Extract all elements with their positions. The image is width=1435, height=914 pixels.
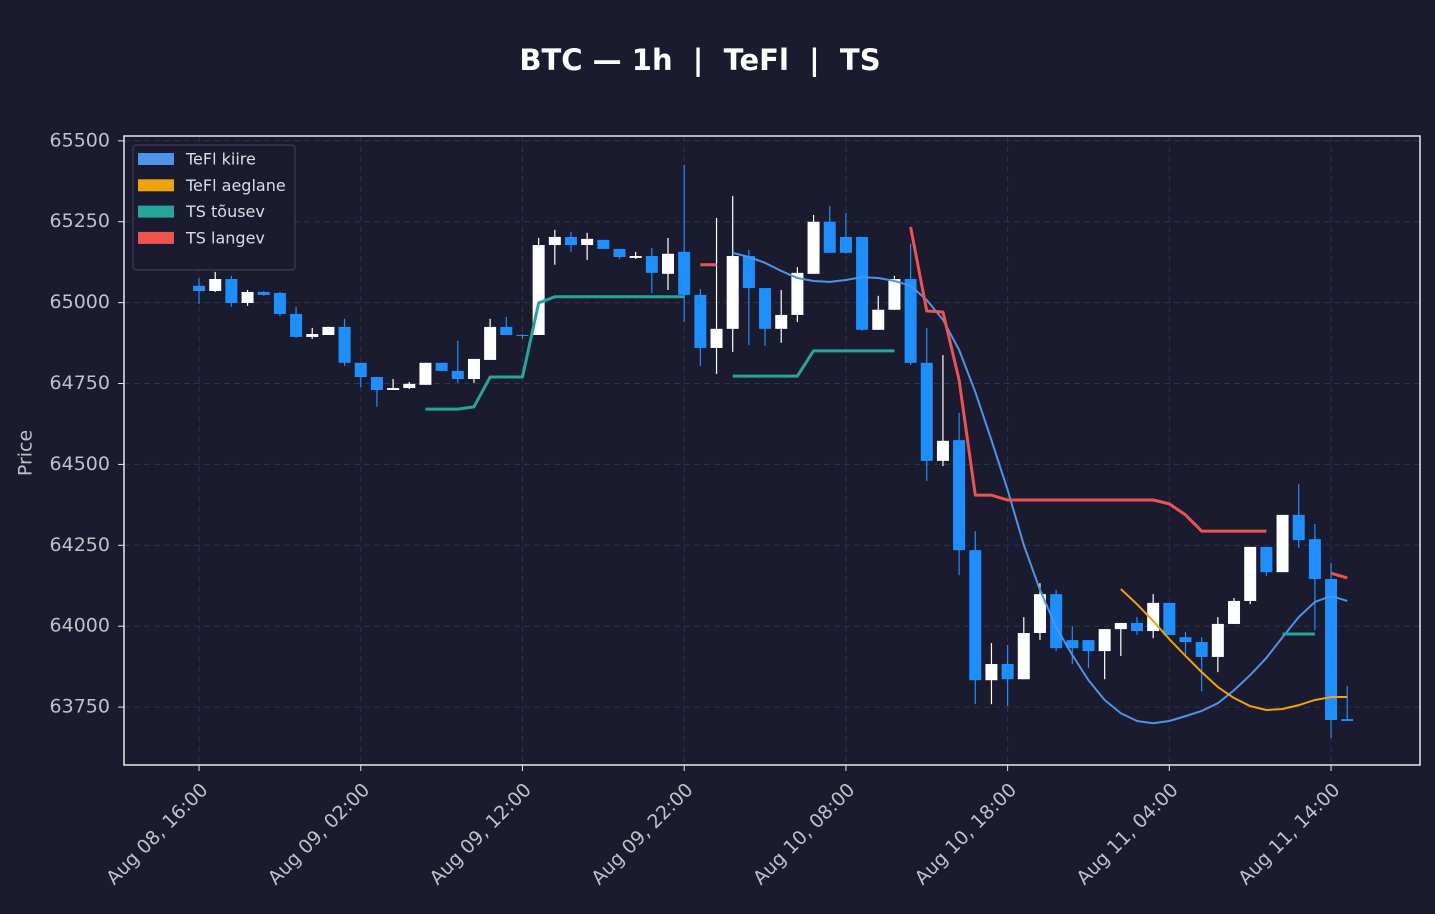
candle-body	[419, 362, 432, 385]
candle-body	[451, 370, 464, 379]
candle-body	[678, 251, 691, 295]
legend: TeFl kiire TeFl aeglane TS tõusev TS langev	[132, 144, 296, 271]
y-tick-label: 64250	[50, 534, 110, 556]
candle-body	[1341, 719, 1354, 721]
candle-body	[322, 326, 335, 335]
overlay-line	[700, 226, 1348, 580]
candle-body	[839, 236, 852, 253]
candle-body	[662, 253, 675, 274]
candle-body	[564, 236, 577, 246]
y-tick-label: 64500	[50, 453, 110, 475]
overlay-line	[1120, 588, 1348, 711]
candle-body	[759, 288, 772, 329]
candle-body	[354, 362, 367, 378]
legend-label: TS langev	[185, 228, 265, 247]
candle-body	[953, 440, 966, 551]
y-tick-label: 65250	[50, 210, 110, 232]
candle-body	[726, 256, 739, 329]
overlay-line	[425, 295, 1315, 636]
candle-body	[969, 550, 982, 681]
legend-label: TeFl aeglane	[185, 176, 286, 195]
candle-body	[500, 326, 513, 335]
candle-body	[1325, 578, 1338, 721]
legend-swatch	[138, 205, 174, 218]
candle-body	[1195, 642, 1208, 657]
legend-swatch	[138, 231, 174, 244]
y-axis-label: Price	[15, 430, 37, 476]
candle-body	[1211, 623, 1224, 657]
candle-body	[613, 248, 626, 258]
candle-body	[273, 292, 286, 314]
legend-swatch	[138, 179, 174, 192]
candle-body	[888, 279, 901, 310]
candle-body	[1082, 640, 1095, 652]
y-tick-label: 63750	[50, 696, 110, 718]
candle-body	[1114, 622, 1127, 630]
candle-body	[1163, 602, 1176, 635]
candle-body	[710, 328, 723, 348]
candle-body	[597, 239, 610, 249]
candle-body	[306, 334, 319, 337]
legend-swatch	[138, 153, 174, 165]
candle-body	[985, 664, 998, 681]
candle-body	[435, 362, 448, 371]
candle-body	[1130, 622, 1143, 632]
chart-title: BTC — 1h | TeFl | TS	[519, 43, 880, 77]
candle-body	[1017, 632, 1030, 680]
candle-body	[370, 377, 383, 390]
candle-body	[936, 440, 949, 461]
candle-body	[467, 358, 480, 379]
candle-body	[548, 236, 561, 246]
candle-body	[403, 383, 416, 389]
candle-body	[1292, 514, 1305, 541]
candle-body	[856, 236, 869, 330]
candle-body	[1098, 629, 1111, 652]
candle-body	[1066, 640, 1079, 649]
candle-body	[1033, 594, 1046, 633]
candle-body	[791, 272, 804, 315]
candle-body	[338, 326, 351, 363]
candle-body	[872, 309, 885, 330]
overlay-line	[732, 251, 1348, 725]
candle-body	[1244, 546, 1257, 601]
candle-body	[484, 326, 497, 360]
candle-body	[775, 314, 788, 329]
y-tick-label: 64000	[50, 615, 110, 637]
candle-body	[1308, 539, 1321, 579]
candle-body	[387, 388, 400, 390]
candle-body	[290, 313, 303, 337]
candle-body	[1179, 637, 1192, 643]
candle-body	[904, 279, 917, 363]
y-tick-label: 64750	[50, 372, 110, 394]
candle-body	[742, 256, 755, 289]
candle-body	[823, 221, 836, 253]
legend-label: TS tõusev	[185, 202, 265, 221]
plot-frame	[123, 135, 1421, 766]
candle-body	[193, 285, 206, 291]
y-tick-label: 65500	[50, 129, 110, 151]
candle-body	[1001, 664, 1014, 680]
candle-body	[694, 294, 707, 348]
candle-body	[920, 362, 933, 461]
candle-body	[645, 256, 658, 273]
candle-body	[516, 334, 529, 336]
candle-body	[209, 279, 222, 291]
candle-body	[581, 238, 594, 246]
candle-body	[629, 256, 642, 258]
candle-body	[807, 221, 820, 274]
candle-body	[241, 291, 254, 303]
candle-body	[257, 291, 270, 295]
candle-body	[1260, 546, 1273, 573]
candle-body	[225, 279, 238, 303]
legend-label: TeFl kiire	[185, 150, 256, 169]
y-tick-label: 65000	[50, 291, 110, 313]
candle-body	[1228, 600, 1241, 624]
plot-marks	[193, 164, 1354, 739]
candle-body	[1276, 514, 1289, 573]
candle-body	[1050, 594, 1063, 649]
